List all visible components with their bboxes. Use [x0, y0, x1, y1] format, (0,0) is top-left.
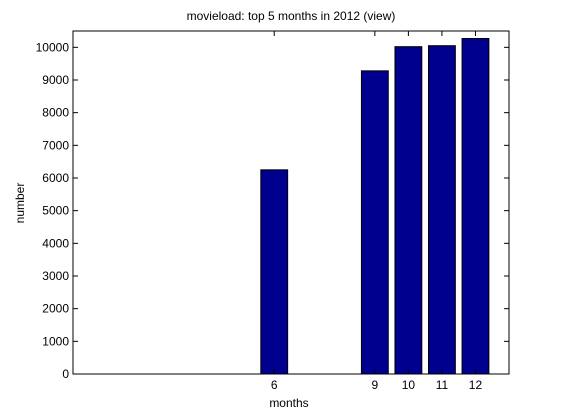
chart-title: movieload: top 5 months in 2012 (view): [187, 9, 396, 23]
bar-month-11: [428, 45, 456, 375]
x-tick-label: 6: [271, 378, 278, 392]
x-tick-label: 10: [402, 378, 416, 392]
x-tick-label: 11: [436, 378, 449, 392]
bar-month-6: [260, 169, 289, 375]
x-axis-ticks: 6 9 10 11 12: [271, 31, 483, 392]
bar-month-10: [394, 46, 423, 375]
y-tick-label: 0: [62, 367, 69, 381]
y-tick-label: 2000: [42, 302, 69, 316]
x-axis-label: months: [269, 396, 308, 410]
y-tick-label: 5000: [42, 204, 69, 218]
y-tick-label: 8000: [42, 106, 69, 120]
y-tick-label: 9000: [42, 73, 69, 87]
y-tick-label: 6000: [42, 171, 69, 185]
y-axis-label: number: [13, 183, 27, 224]
x-tick-label: 12: [469, 378, 483, 392]
y-tick-label: 4000: [42, 236, 69, 250]
x-tick-label: 9: [372, 378, 379, 392]
bars: [260, 38, 490, 375]
y-tick-label: 7000: [42, 138, 69, 152]
bar-month-9: [360, 70, 389, 375]
y-tick-label: 1000: [42, 334, 69, 348]
plot-frame: [72, 30, 510, 375]
y-tick-label: 3000: [42, 269, 69, 283]
y-tick-label: 10000: [36, 40, 70, 54]
bar-month-12: [461, 38, 490, 375]
y-axis-ticks: 0 1000 2000 3000 4000 5000 6000 7000 8000 9000 100…: [36, 40, 509, 381]
